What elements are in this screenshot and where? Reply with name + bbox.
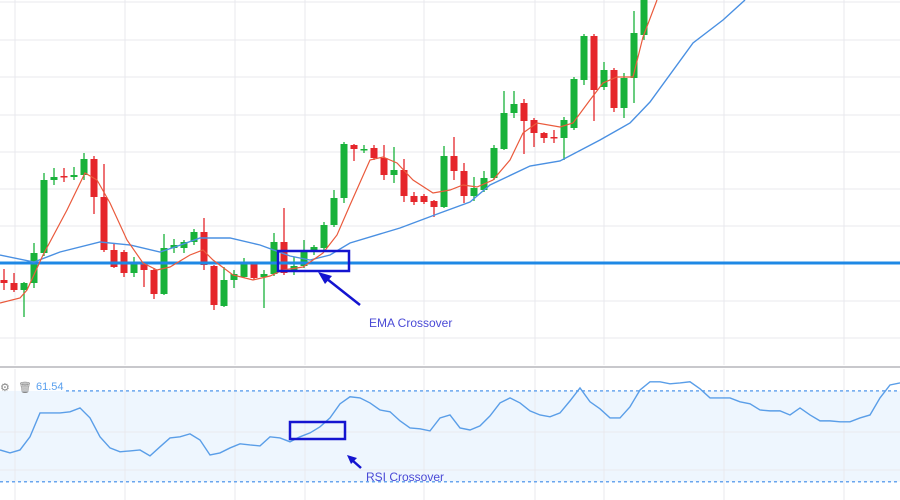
candle-up — [310, 247, 318, 252]
ema-crossover-label: EMA Crossover — [369, 316, 452, 330]
candle-up — [340, 144, 348, 198]
candle-up — [500, 113, 508, 149]
candle-down — [610, 70, 618, 108]
rsi-arrow-head-icon — [347, 455, 357, 464]
candle-up — [160, 248, 168, 294]
candle-down — [10, 283, 18, 290]
candle-up — [70, 175, 78, 177]
candle-down — [460, 171, 468, 196]
candle-down — [150, 270, 158, 294]
candle-up — [490, 148, 498, 178]
main-grid — [0, 0, 900, 365]
candle-down — [250, 264, 258, 278]
ema-fast-line — [0, 0, 658, 304]
candle-up — [630, 33, 638, 78]
candle-up — [260, 274, 268, 277]
candle-down — [110, 250, 118, 267]
rsi-level-label: 61.54 — [36, 381, 64, 393]
candle-down — [520, 103, 528, 121]
candle-up — [510, 104, 518, 113]
candle-down — [450, 156, 458, 171]
candle-up — [620, 78, 628, 108]
candle-up — [230, 274, 238, 280]
trash-icon[interactable]: 🗑 — [18, 381, 32, 394]
rsi-series — [0, 381, 900, 457]
candle-up — [80, 159, 88, 175]
rsi-line — [0, 381, 900, 457]
candle-down — [100, 197, 108, 250]
candle-down — [60, 176, 68, 178]
candle-down — [200, 232, 208, 265]
candle-down — [590, 36, 598, 90]
candle-up — [190, 232, 198, 242]
candle-down — [530, 120, 538, 133]
candle-down — [540, 133, 548, 138]
candle-down — [430, 201, 438, 207]
candle-up — [600, 70, 608, 87]
rsi-band — [0, 390, 900, 482]
candle-up — [170, 245, 178, 248]
candle-up — [440, 156, 448, 207]
candle-up — [320, 225, 328, 248]
candle-up — [40, 180, 48, 253]
ema-slow-line — [0, 0, 746, 263]
rsi-crossover-box — [288, 420, 347, 441]
candle-up — [130, 264, 138, 273]
candle-up — [640, 0, 648, 35]
candle-up — [220, 280, 228, 306]
candle-up — [330, 198, 338, 225]
ema-arrow-head-icon — [318, 272, 332, 284]
candle-down — [400, 170, 408, 196]
rsi-grid — [0, 369, 900, 500]
ema-crossover-box — [276, 249, 351, 273]
candle-down — [420, 196, 428, 202]
candle-up — [180, 242, 188, 248]
candle-up — [570, 79, 578, 128]
rsi-band-fill — [0, 390, 900, 482]
candle-up — [560, 120, 568, 138]
candle-up — [20, 283, 28, 290]
candle-down — [380, 158, 388, 175]
candle-down — [210, 266, 218, 305]
candle-up — [270, 242, 278, 274]
ema-lines — [0, 0, 900, 304]
candle-up — [30, 253, 38, 283]
candle-down — [280, 242, 288, 273]
candle-up — [360, 149, 368, 151]
candle-up — [50, 177, 58, 180]
candle-down — [0, 280, 8, 283]
candles — [0, 0, 648, 317]
rsi-crossover-label: RSI Crossover — [366, 470, 444, 484]
candle-up — [580, 36, 588, 80]
gear-icon[interactable]: ⚙ — [0, 381, 10, 394]
candle-up — [240, 264, 248, 277]
candle-down — [370, 148, 378, 158]
candle-up — [390, 170, 398, 175]
candle-up — [290, 266, 298, 272]
candle-down — [550, 137, 558, 139]
candle-down — [410, 196, 418, 202]
candle-down — [350, 145, 358, 149]
annotations: EMA Crossover RSI Crossover — [276, 249, 452, 484]
candle-down — [140, 264, 148, 270]
candle-up — [470, 188, 478, 196]
